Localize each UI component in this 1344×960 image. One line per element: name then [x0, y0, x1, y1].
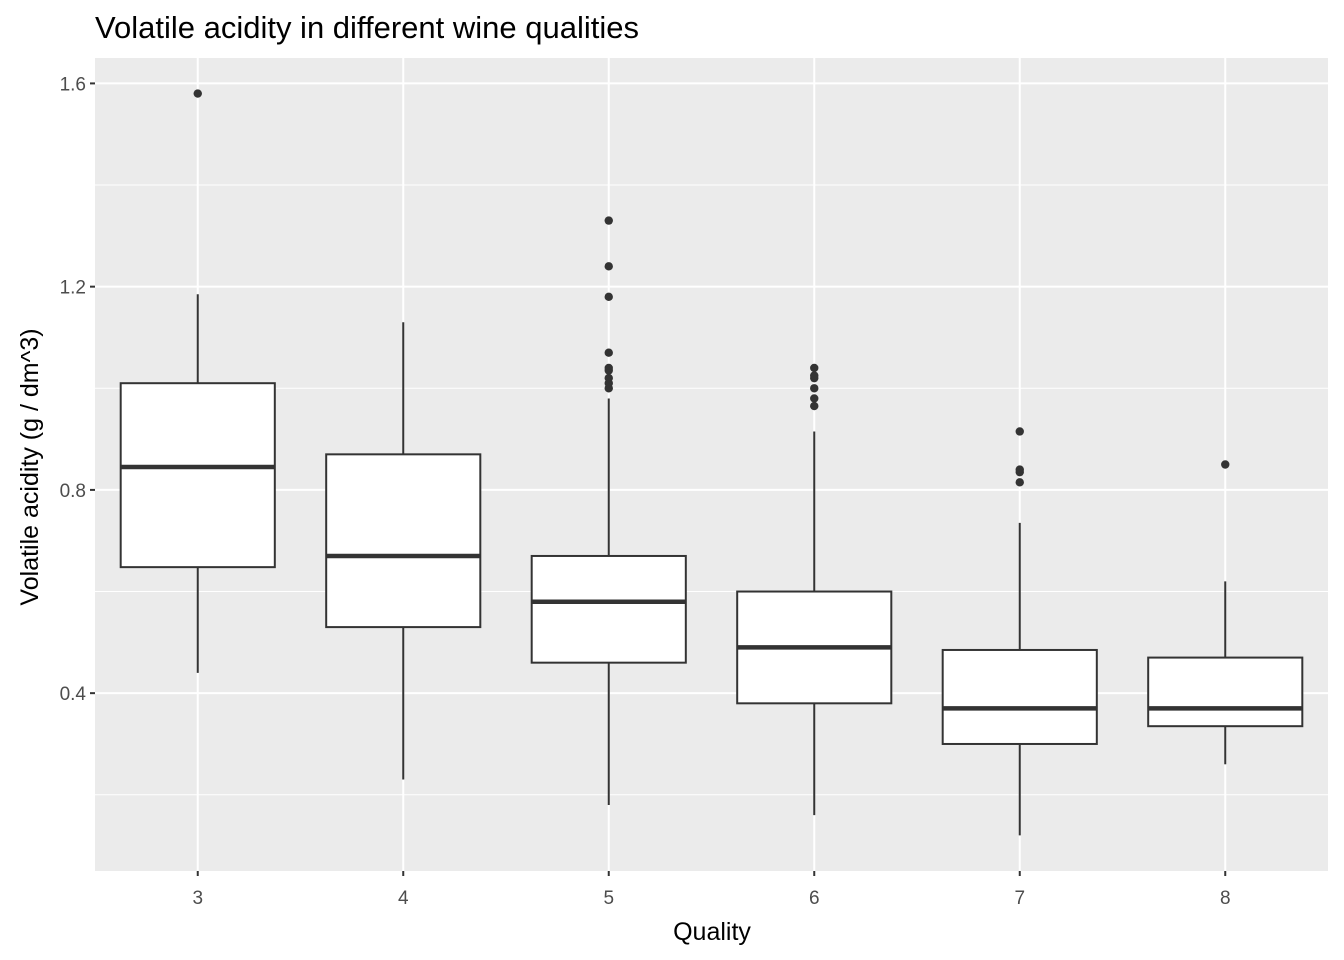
- outlier-point: [1015, 465, 1024, 474]
- box-group: [119, 89, 276, 673]
- y-tick-label: 1.6: [60, 74, 86, 95]
- box-group: [736, 363, 893, 816]
- outlier-point: [604, 216, 613, 225]
- outlier-point: [193, 89, 202, 98]
- outlier-point: [1015, 478, 1024, 487]
- outlier-point: [810, 384, 819, 393]
- box-group: [325, 322, 482, 780]
- box-group: [941, 427, 1098, 836]
- x-tick-label: 6: [809, 888, 820, 909]
- y-tick-label: 1.2: [60, 278, 86, 299]
- plot-panel: [95, 58, 1328, 871]
- box-iqr: [941, 648, 1098, 745]
- outlier-point: [1221, 460, 1230, 469]
- x-axis-ticks: 3 4 5 6 7 8: [192, 871, 1231, 909]
- chart-title: Volatile acidity in different wine quali…: [95, 10, 639, 45]
- outlier-point: [604, 262, 613, 271]
- outlier-point: [604, 292, 613, 302]
- x-axis-title: Quality: [673, 918, 751, 946]
- outlier-point: [810, 371, 819, 380]
- x-tick-label: 8: [1220, 888, 1231, 909]
- y-axis-title: Volatile acidity (g / dm^3): [16, 328, 44, 605]
- outlier-point: [604, 363, 613, 373]
- box-iqr: [1147, 656, 1304, 728]
- box-group: [530, 216, 687, 805]
- x-tick-label: 3: [192, 888, 203, 909]
- outlier-point: [810, 394, 819, 403]
- outlier-point: [810, 401, 819, 411]
- box-iqr: [325, 453, 482, 629]
- outlier-point: [1015, 427, 1024, 436]
- outlier-point: [604, 348, 613, 357]
- x-tick-label: 7: [1014, 888, 1025, 909]
- outlier-point: [810, 363, 819, 373]
- y-tick-label: 0.4: [60, 684, 87, 705]
- y-tick-label: 0.8: [60, 481, 86, 502]
- box-iqr: [530, 554, 687, 664]
- x-tick-label: 5: [603, 888, 614, 909]
- box-group: [1147, 460, 1304, 765]
- boxes: [119, 89, 1304, 836]
- x-tick-label: 4: [398, 888, 409, 909]
- y-axis-ticks: 0.4 0.8 1.2 1.6: [60, 74, 95, 705]
- outlier-point: [604, 373, 613, 383]
- grid-minor: [95, 184, 1328, 796]
- box-iqr: [119, 382, 276, 569]
